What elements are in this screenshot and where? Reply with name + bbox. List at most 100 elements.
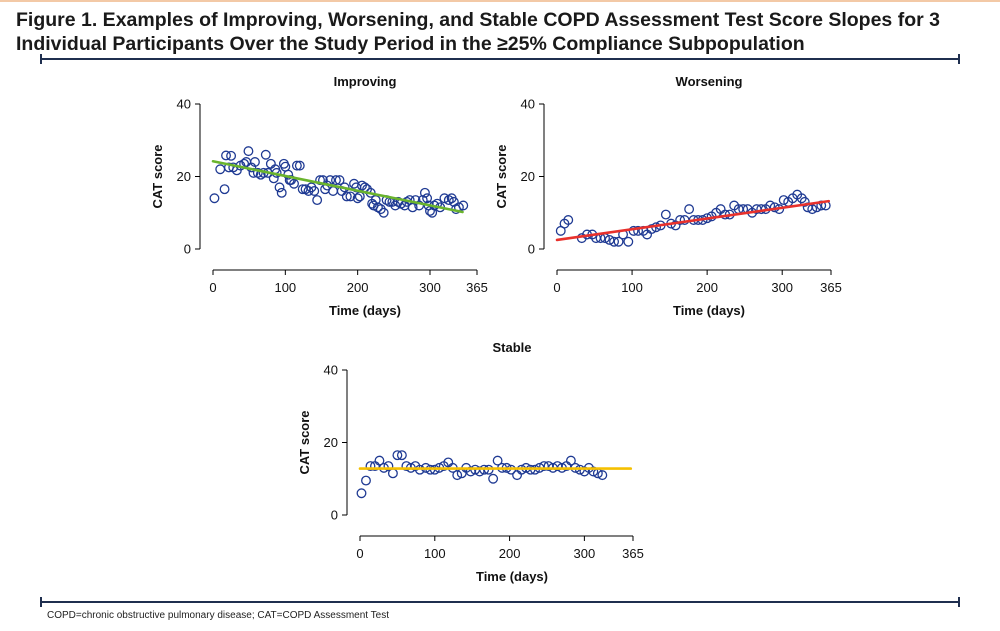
y-axis-label: CAT score [150, 144, 165, 208]
top-rule [40, 54, 960, 64]
data-point [387, 468, 398, 479]
data-point [660, 209, 671, 220]
data-point [563, 215, 574, 225]
data-point [609, 236, 620, 247]
data-point [265, 158, 276, 169]
x-tick-label: 365 [622, 546, 644, 561]
x-tick-label: 100 [621, 280, 643, 295]
data-point [378, 207, 389, 218]
data-point [488, 473, 499, 484]
y-tick-label: 40 [521, 97, 535, 112]
x-tick-label: 365 [466, 280, 488, 295]
footnote: COPD=chronic obstructive pulmonary disea… [47, 610, 389, 621]
x-tick-label: 200 [696, 280, 718, 295]
x-tick-label: 365 [820, 280, 842, 295]
data-point [341, 191, 352, 202]
x-tick-label: 200 [499, 546, 521, 561]
x-tick-label: 0 [356, 546, 363, 561]
chart-title: Worsening [676, 74, 743, 89]
chart-panel-worsening: 0 20 40 0 100 200 300 365 Worsening Time (days) CA… [494, 74, 842, 318]
x-tick-label: 300 [574, 546, 596, 561]
y-axis-label: CAT score [494, 144, 509, 208]
data-point [356, 488, 367, 499]
data-point [289, 178, 299, 189]
data-point [352, 193, 363, 204]
data-point [778, 195, 789, 206]
x-tick-label: 300 [771, 280, 793, 295]
x-tick-label: 100 [424, 546, 446, 561]
data-point [243, 146, 254, 157]
data-point [646, 224, 657, 235]
y-tick-label: 0 [331, 508, 338, 523]
data-point [274, 182, 285, 193]
chart-panel-stable: 0 20 40 0 100 200 300 365 Stable Time (days) CAT s… [297, 340, 644, 584]
data-point [354, 191, 365, 202]
x-tick-label: 0 [209, 280, 216, 295]
chart-title: Stable [492, 340, 531, 355]
data-point [422, 193, 433, 204]
data-point [276, 187, 287, 198]
data-point [312, 195, 323, 206]
data-point [252, 167, 263, 178]
data-point [260, 149, 271, 160]
data-point [419, 187, 430, 198]
data-point [221, 150, 231, 161]
data-point [799, 196, 810, 207]
bottom-rule [40, 597, 960, 607]
data-point [328, 186, 339, 196]
data-point [565, 455, 576, 466]
data-point [427, 207, 438, 218]
data-point [474, 466, 485, 477]
data-point [458, 200, 469, 211]
data-point [334, 175, 345, 186]
trend-line [211, 159, 464, 214]
chart-title: Improving [334, 74, 397, 89]
data-point [365, 461, 376, 472]
data-point [209, 193, 220, 204]
data-point [396, 450, 407, 461]
data-point [294, 160, 305, 171]
data-point [345, 191, 356, 202]
data-point [633, 225, 644, 236]
data-point [684, 204, 695, 215]
data-point [372, 202, 383, 213]
data-point [588, 466, 599, 477]
data-point [291, 160, 302, 171]
y-tick-label: 0 [528, 242, 535, 257]
data-point [370, 195, 381, 206]
y-tick-label: 40 [177, 97, 191, 112]
data-point [439, 193, 450, 204]
data-point [452, 470, 463, 481]
x-axis-label: Time (days) [673, 303, 745, 318]
y-tick-label: 40 [324, 363, 338, 378]
x-axis-label: Time (days) [329, 303, 401, 318]
x-tick-label: 300 [419, 280, 441, 295]
data-point [807, 204, 818, 215]
data-point [226, 150, 237, 161]
trend-line [555, 199, 831, 242]
data-point [215, 164, 226, 175]
data-point [331, 175, 341, 186]
data-point [219, 184, 230, 195]
y-tick-label: 0 [184, 242, 191, 257]
data-point [597, 470, 608, 481]
data-point [623, 236, 634, 247]
data-point [613, 236, 624, 247]
data-point [361, 475, 371, 486]
y-axis-label: CAT score [297, 410, 312, 474]
x-tick-label: 200 [347, 280, 369, 295]
data-point [280, 161, 291, 172]
data-point [512, 470, 523, 481]
x-axis-label: Time (days) [476, 569, 548, 584]
y-tick-label: 20 [177, 169, 191, 184]
data-point [492, 455, 503, 466]
data-point [443, 195, 454, 206]
data-point [448, 196, 459, 207]
data-point [539, 461, 549, 472]
y-tick-label: 20 [521, 169, 535, 184]
data-point [374, 455, 385, 466]
data-point [309, 186, 320, 196]
y-tick-label: 20 [324, 435, 338, 450]
top-accent-line [0, 0, 1000, 2]
